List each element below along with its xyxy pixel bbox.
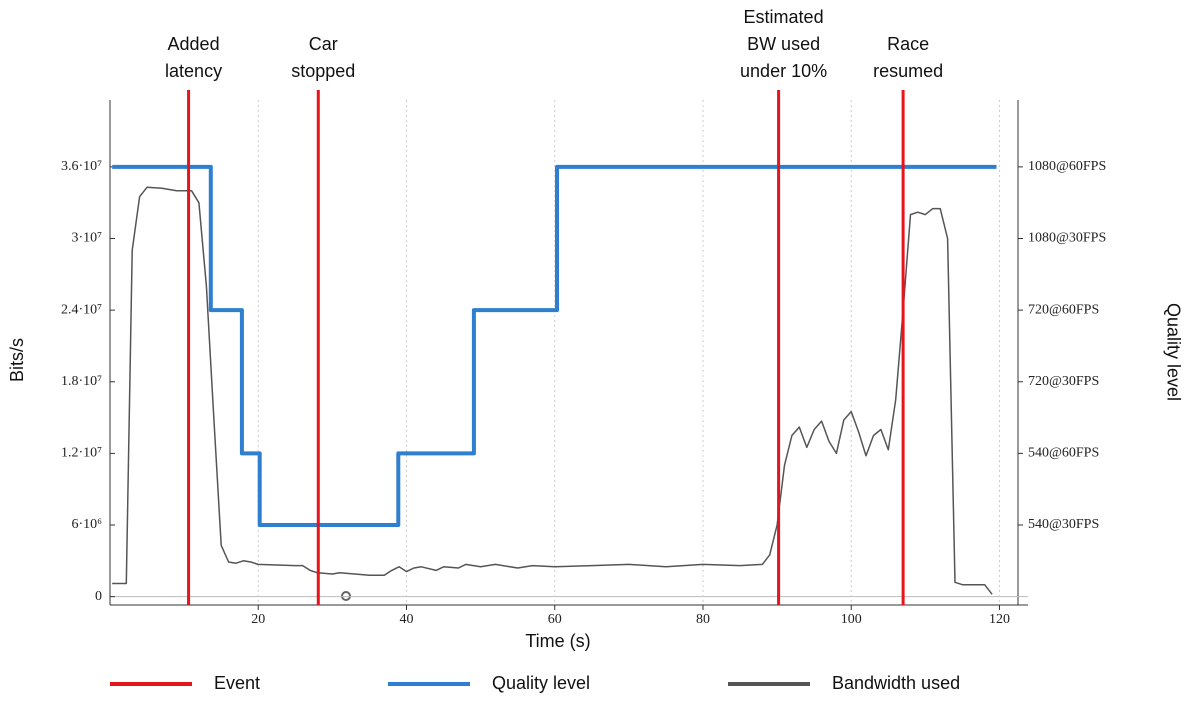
series-line xyxy=(112,186,993,595)
event-label: stopped xyxy=(291,61,355,81)
event-label: BW used xyxy=(747,34,820,54)
y2-tick-label: 720@30FPS xyxy=(1028,374,1099,389)
y-tick-label: 3·10⁷ xyxy=(71,231,102,246)
y-tick-label: 6·10⁶ xyxy=(71,517,102,532)
y2-tick-label: 1080@60FPS xyxy=(1028,159,1106,174)
x-tick-label: 120 xyxy=(989,612,1010,627)
legend-label: Bandwidth used xyxy=(832,673,960,693)
x-tick-label: 100 xyxy=(841,612,862,627)
marker xyxy=(341,591,351,601)
legend-label: Quality level xyxy=(492,673,590,693)
y2-tick-label: 720@60FPS xyxy=(1028,302,1099,317)
event-label: Added xyxy=(168,34,220,54)
y-tick-label: 0 xyxy=(95,589,102,604)
event-label: under 10% xyxy=(740,61,827,81)
y-tick-label: 3.6·10⁷ xyxy=(61,159,102,174)
event-label: latency xyxy=(165,61,222,81)
series-line xyxy=(112,164,997,527)
event-label: Race xyxy=(887,34,929,54)
x-axis-label: Time (s) xyxy=(525,631,590,651)
legend-label: Event xyxy=(214,673,260,693)
event-label: Car xyxy=(309,34,338,54)
y2-tick-label: 1080@30FPS xyxy=(1028,231,1106,246)
x-tick-label: 80 xyxy=(696,612,710,627)
y2-tick-label: 540@60FPS xyxy=(1028,446,1099,461)
x-tick-label: 60 xyxy=(548,612,562,627)
x-tick-label: 40 xyxy=(399,612,413,627)
y2-axis-label: Quality level xyxy=(1163,303,1183,401)
event-label: resumed xyxy=(873,61,943,81)
y2-tick-label: 540@30FPS xyxy=(1028,517,1099,532)
y-tick-label: 1.8·10⁷ xyxy=(61,374,102,389)
x-tick-label: 20 xyxy=(251,612,265,627)
y-tick-label: 1.2·10⁷ xyxy=(61,446,102,461)
y-tick-label: 2.4·10⁷ xyxy=(61,302,102,317)
event-label: Estimated xyxy=(744,7,824,27)
y-axis-label: Bits/s xyxy=(7,338,27,382)
